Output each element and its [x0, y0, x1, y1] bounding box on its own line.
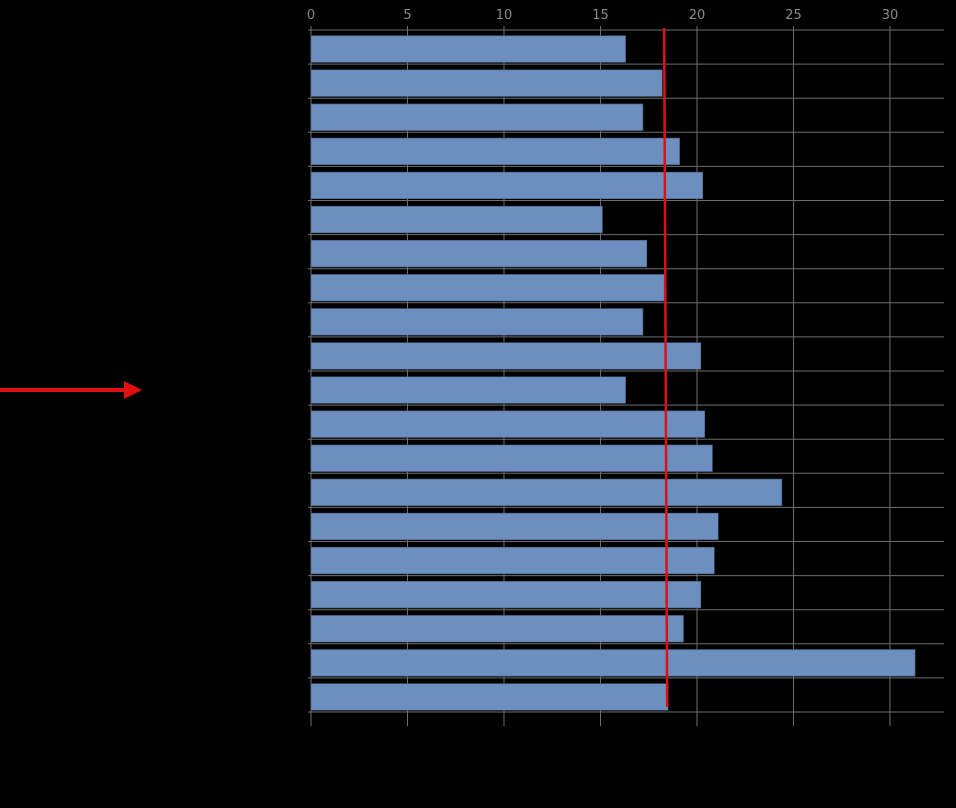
bar — [310, 171, 704, 200]
arrow-head-icon — [124, 381, 142, 400]
bar — [310, 205, 603, 234]
x-axis-ticks: 0 5 10 15 20 25 30 — [307, 8, 898, 23]
bar — [310, 478, 783, 506]
bar — [310, 308, 644, 336]
x-tick-label: 25 — [785, 8, 802, 23]
bar — [310, 410, 705, 438]
bar — [310, 512, 719, 541]
reference-line — [662, 27, 669, 708]
reference-line-group — [662, 27, 669, 708]
annotation-arrow — [0, 381, 142, 400]
bar — [310, 35, 626, 63]
bar — [310, 342, 702, 370]
bar — [310, 649, 916, 677]
bar — [310, 546, 715, 575]
bar — [310, 137, 680, 165]
bar — [310, 581, 702, 609]
x-tick-label: 15 — [592, 8, 609, 23]
bar — [310, 615, 684, 643]
bar — [310, 683, 669, 711]
x-tick-label: 10 — [496, 8, 513, 23]
bar — [310, 240, 648, 268]
bars — [310, 35, 916, 711]
x-tick-label: 30 — [882, 8, 899, 23]
bar — [310, 376, 626, 404]
bar — [310, 69, 663, 97]
x-tick-label: 5 — [403, 8, 411, 23]
x-tick-label: 20 — [689, 8, 706, 23]
bar — [310, 103, 644, 131]
x-tick-label: 0 — [307, 8, 315, 23]
gridlines — [308, 26, 944, 726]
bar — [310, 444, 713, 472]
bar — [310, 274, 665, 302]
